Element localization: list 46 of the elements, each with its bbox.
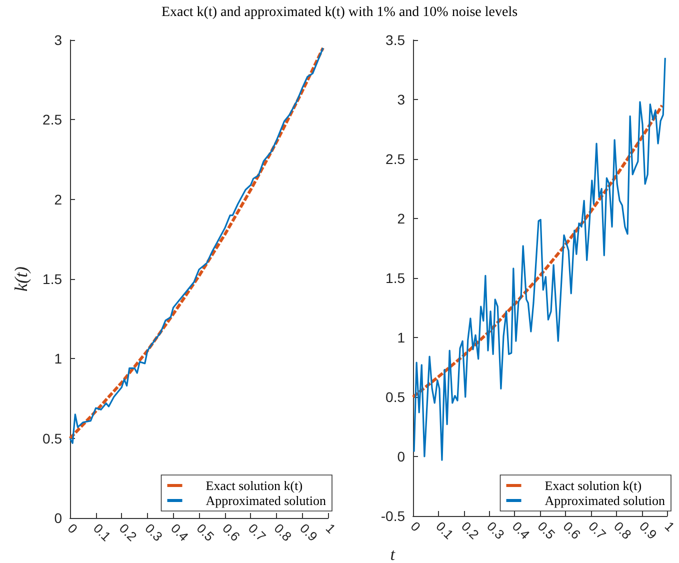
x-tick-label: 0.1 <box>90 520 114 544</box>
y-tick-label: 2.5 <box>386 151 406 167</box>
y-tick-label: 1 <box>54 350 62 367</box>
y-tick-label: 2 <box>54 191 62 208</box>
x-tick-label: 0.6 <box>560 518 584 542</box>
x-tick-label: 0.3 <box>142 520 166 544</box>
legend-label: Approximated solution <box>206 493 326 508</box>
y-tick-label: 1.5 <box>42 271 62 287</box>
x-tick-label: 1 <box>662 518 678 534</box>
x-tick-label: 0.5 <box>194 520 218 544</box>
x-tick-label: 0.5 <box>534 518 558 542</box>
x-tick-label: 1 <box>322 520 339 536</box>
x-tick-label: 0 <box>408 518 424 534</box>
line-series <box>412 104 664 398</box>
x-tick-label: 0.1 <box>433 518 456 542</box>
x-tick-label: 0.7 <box>245 520 269 544</box>
x-tick-label: 0.7 <box>586 518 609 542</box>
y-tick-label: 3.5 <box>386 32 406 48</box>
legend-label: Exact solution k(t) <box>206 478 303 493</box>
line-series <box>413 57 666 461</box>
y-tick-label: 1 <box>397 330 406 346</box>
y-tick-label: 3 <box>54 32 62 48</box>
x-tick-label: 0 <box>64 520 80 536</box>
y-tick-label: 0.5 <box>42 430 62 446</box>
chart-title: Exact k(t) and approximated k(t) with 1% and 10% noise levels <box>160 5 519 21</box>
y-tick-label: 1.5 <box>386 270 406 286</box>
legend-label: Approximated solution <box>544 493 666 508</box>
y-tick-label: 0.5 <box>386 389 406 405</box>
x-tick-label: 0.8 <box>611 518 634 542</box>
x-tick-label: 0.9 <box>297 520 320 544</box>
y-tick-label: -0.5 <box>380 508 406 524</box>
x-axis-title: t <box>390 545 396 563</box>
x-tick-label: 0.2 <box>116 520 140 544</box>
y-tick-label: 3 <box>397 92 406 108</box>
x-tick-label: 0.4 <box>509 518 533 542</box>
x-tick-label: 0.2 <box>458 518 482 542</box>
y-tick-label: 2 <box>397 210 406 226</box>
x-tick-label: 0.9 <box>636 518 660 542</box>
y-tick-label: 2.5 <box>42 112 62 128</box>
legend-label: Exact solution k(t) <box>544 478 642 493</box>
x-tick-label: 0.8 <box>271 520 295 544</box>
x-tick-label: 0.4 <box>168 520 192 544</box>
y-tick-label: 0 <box>397 448 406 464</box>
x-tick-label: 0.3 <box>484 518 508 542</box>
x-tick-label: 0.6 <box>220 520 243 544</box>
y-axis-title: k(t) <box>11 266 31 292</box>
